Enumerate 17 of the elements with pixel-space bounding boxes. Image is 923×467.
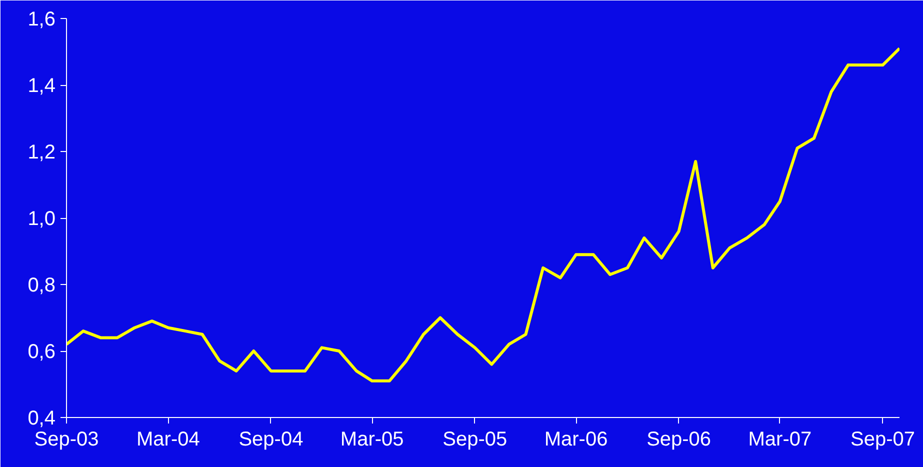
x-tick-label: Mar-07 <box>748 428 812 450</box>
y-tick-label: 0,8 <box>28 274 56 296</box>
y-tick-label: 1,2 <box>28 142 56 164</box>
y-tick-label: 0,6 <box>28 341 56 363</box>
x-tick-label: Sep-03 <box>34 428 99 450</box>
x-tick-label: Sep-06 <box>646 428 712 450</box>
x-tick-label: Sep-07 <box>850 428 915 450</box>
line-series <box>66 46 900 382</box>
x-tick-label: Mar-06 <box>544 428 608 450</box>
x-tick-label: Mar-05 <box>340 428 404 450</box>
x-tick-label: Sep-04 <box>238 428 304 450</box>
y-tick-label: 0,4 <box>28 408 56 430</box>
y-tick-label: 1,6 <box>28 8 56 30</box>
x-tick-label: Sep-05 <box>442 428 508 450</box>
y-tick-label: 1,4 <box>28 75 56 97</box>
y-tick-label: 1,0 <box>28 208 56 230</box>
x-tick-label: Mar-04 <box>136 428 200 450</box>
